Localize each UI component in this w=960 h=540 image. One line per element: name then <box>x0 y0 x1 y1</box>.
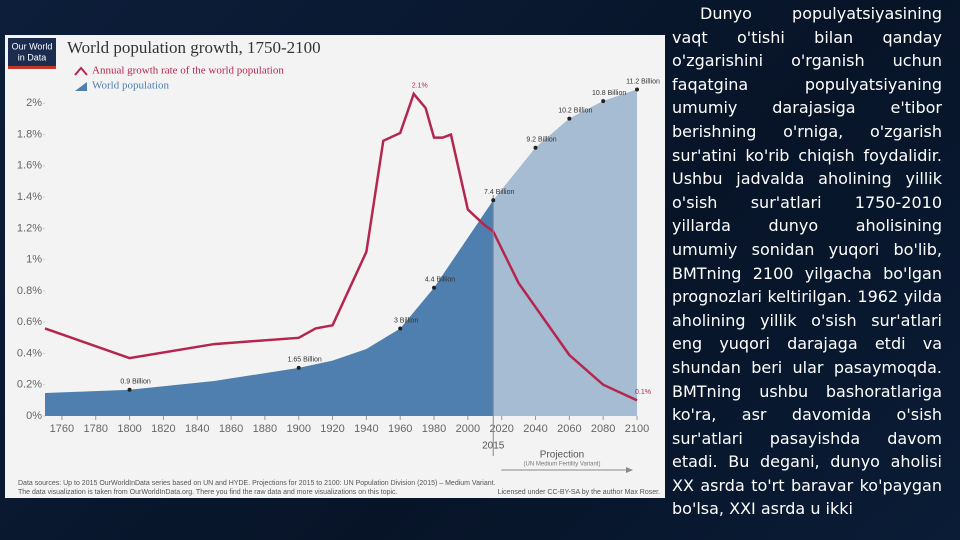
x-tick-label: 1860 <box>219 423 243 435</box>
y-tick-label: 0% <box>26 410 42 422</box>
point <box>533 145 538 150</box>
x-tick-label: 2040 <box>523 423 547 435</box>
logo <box>8 38 56 69</box>
y-tick-label: 0.2% <box>17 379 42 391</box>
logo-text: in Data <box>18 52 47 62</box>
value-label: 3 Billion <box>394 317 419 324</box>
x-tick-label: 2080 <box>591 423 615 435</box>
point <box>296 365 301 370</box>
x-tick-label: 1980 <box>422 423 446 435</box>
value-label: 2.1% <box>412 83 428 90</box>
point <box>398 326 403 331</box>
line <box>44 91 638 402</box>
x-tick-label: 1760 <box>50 423 74 435</box>
value-label: 1.65 Billion <box>288 357 322 364</box>
logo-text: Our World <box>12 41 53 51</box>
y-tick-label: 0.8% <box>17 285 42 297</box>
y-tick-label: 1.8% <box>17 128 42 140</box>
x-tick-label: 2060 <box>557 423 581 435</box>
x-tick-label: 1880 <box>253 423 277 435</box>
logo-bar <box>8 66 56 69</box>
value-label: 10.2 Billion <box>558 107 592 114</box>
area-projection <box>493 89 637 416</box>
legend-label: World population <box>92 80 170 92</box>
value-label: 7.4 Billion <box>484 189 514 196</box>
source-line: Data sources: Up to 2015 OurWorldInData … <box>18 480 496 487</box>
y-tick-label: 1.4% <box>17 191 42 203</box>
arrow-head <box>626 467 633 473</box>
y-tick-label: 1% <box>26 254 42 266</box>
area <box>45 89 637 417</box>
legend-icon <box>74 66 88 76</box>
y-tick-label: 2% <box>26 97 42 109</box>
legend-icon <box>75 82 87 91</box>
x-tick-label: 2020 <box>489 423 513 435</box>
x-tick-label: 1900 <box>286 423 310 435</box>
license: Licensed under CC-BY-SA by the author Ma… <box>498 489 660 496</box>
point <box>567 116 572 121</box>
x-tick-label: 1840 <box>185 423 209 435</box>
value-label: 9.2 Billion <box>526 137 556 144</box>
chart-title: World population growth, 1750-2100 <box>67 38 321 57</box>
y-tick-label: 1.6% <box>17 160 42 172</box>
slide-paragraph: Dunyo populyatsiyasining vaqt o'tishi bi… <box>672 4 942 519</box>
value-label: 10.8 Billion <box>592 90 626 97</box>
y-tick-label: 1.2% <box>17 222 42 234</box>
point <box>127 387 132 392</box>
legend-label: Annual growth rate of the world populati… <box>92 65 284 77</box>
y-tick-label: 0.6% <box>17 316 42 328</box>
x-tick-label: 1940 <box>354 423 378 435</box>
value-label: 11.2 Billion <box>626 78 660 85</box>
value-label: 4.4 Billion <box>425 277 455 284</box>
x-tick-label: 1800 <box>117 423 141 435</box>
point <box>635 87 639 92</box>
x-tick-label: 1960 <box>388 423 412 435</box>
projection-note: (UN Medium Fertility Variant) <box>524 462 601 468</box>
value-label: 0.1% <box>635 389 651 396</box>
point <box>601 99 606 104</box>
y-tick-label: 0.4% <box>17 347 42 359</box>
x-tick-label: 1820 <box>151 423 175 435</box>
value-label: 0.9 Billion <box>120 379 150 386</box>
x-tick-label: 1780 <box>84 423 108 435</box>
projection-year: 2015 <box>482 441 505 452</box>
x-tick-label: 2000 <box>456 423 480 435</box>
x-tick-label: 2100 <box>625 423 649 435</box>
point <box>432 285 437 290</box>
x-tick-label: 1920 <box>320 423 344 435</box>
projection-label: Projection <box>540 450 584 461</box>
source-line: The data visualization is taken from Our… <box>18 489 398 496</box>
point <box>491 198 496 203</box>
